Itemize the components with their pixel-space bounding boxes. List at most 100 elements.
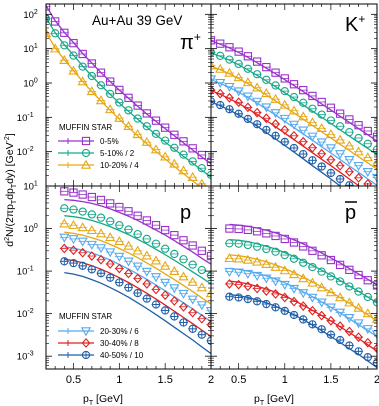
data-point (215, 63, 226, 73)
data-point (334, 292, 346, 302)
data-point (261, 258, 272, 268)
data-point (96, 213, 106, 222)
data-point (225, 278, 234, 289)
data-point (363, 337, 373, 348)
data-point (96, 195, 106, 205)
data-point (69, 51, 78, 60)
y-tick-label: 101 (23, 43, 38, 55)
data-point (243, 52, 253, 61)
data-point (353, 146, 364, 156)
data-point (252, 107, 262, 118)
data-point (123, 120, 134, 130)
data-point (326, 315, 336, 326)
data-point (205, 306, 211, 317)
data-point (188, 157, 197, 166)
data-point (326, 272, 336, 281)
data-point (317, 251, 326, 260)
panel-plot-area (211, 36, 377, 201)
data-point (68, 65, 79, 75)
data-point (225, 55, 234, 64)
data-point (114, 112, 125, 122)
legend-label: 5-10% / 2 (100, 149, 135, 158)
data-point (197, 313, 207, 324)
data-point (78, 207, 87, 216)
data-point (59, 218, 70, 228)
data-point (69, 245, 78, 256)
data-point (196, 301, 207, 311)
data-point (124, 207, 133, 216)
data-point (124, 268, 133, 279)
data-point (345, 265, 354, 274)
data-point (69, 205, 78, 214)
data-point (234, 239, 243, 248)
data-point (243, 64, 253, 73)
model-line-5-10% / 2 (64, 215, 211, 285)
data-point (87, 59, 96, 68)
data-point (161, 123, 170, 132)
data-point (299, 98, 308, 107)
y-tick-label: 10-1 (17, 266, 34, 278)
data-point (344, 156, 355, 166)
data-point (179, 137, 188, 146)
data-point (224, 82, 235, 93)
data-point (96, 68, 106, 77)
legend-top-title: MUFFIN STAR (59, 123, 112, 132)
data-point (325, 144, 337, 154)
data-point (169, 158, 180, 168)
data-point (280, 250, 289, 260)
data-point (225, 239, 234, 248)
data-point (243, 240, 253, 250)
data-point (262, 244, 271, 254)
data-point (344, 297, 355, 307)
data-point (288, 105, 300, 115)
data-point (316, 138, 327, 148)
data-point (308, 142, 317, 153)
model-line-30-40% / 8 (229, 280, 377, 352)
data-point (242, 269, 254, 279)
data-point (251, 82, 263, 92)
data-point (289, 130, 299, 141)
data-point (308, 305, 317, 316)
data-point (289, 92, 299, 102)
data-point (60, 204, 69, 213)
data-point (211, 48, 216, 57)
data-point (105, 248, 116, 258)
data-point (60, 41, 69, 50)
y-tick-label: 10-2 (17, 308, 34, 320)
legend-label: 40-50% / 10 (100, 351, 144, 360)
data-point (280, 234, 289, 244)
data-point (96, 254, 106, 265)
data-point (161, 225, 170, 235)
data-point (51, 17, 60, 26)
y-tick-label: 100 (23, 223, 38, 235)
data-point (151, 129, 161, 139)
data-point (280, 124, 290, 135)
legend-entry: 10-20% / 4 (58, 159, 139, 170)
data-point (280, 292, 290, 303)
data-point (362, 152, 373, 162)
data-point (151, 239, 161, 248)
data-point (78, 49, 87, 59)
data-point (354, 287, 363, 296)
data-point (77, 76, 88, 86)
data-point (271, 247, 280, 256)
data-point (326, 103, 336, 112)
data-point (68, 219, 79, 229)
data-point (364, 194, 371, 201)
data-point (188, 307, 197, 318)
legend-marker (81, 338, 91, 348)
data-point (252, 70, 262, 79)
data-point (261, 88, 272, 98)
data-point (124, 106, 133, 115)
data-point (114, 236, 125, 246)
data-point (211, 60, 217, 70)
data-point (60, 28, 69, 37)
data-point (279, 265, 290, 275)
data-point (215, 88, 225, 99)
legend-top-entries: 0-5% 5-10% / 2 10-20% / 4 (58, 136, 139, 170)
data-point (363, 139, 372, 148)
data-point (216, 51, 225, 60)
data-point (307, 117, 318, 127)
data-point (335, 260, 345, 270)
